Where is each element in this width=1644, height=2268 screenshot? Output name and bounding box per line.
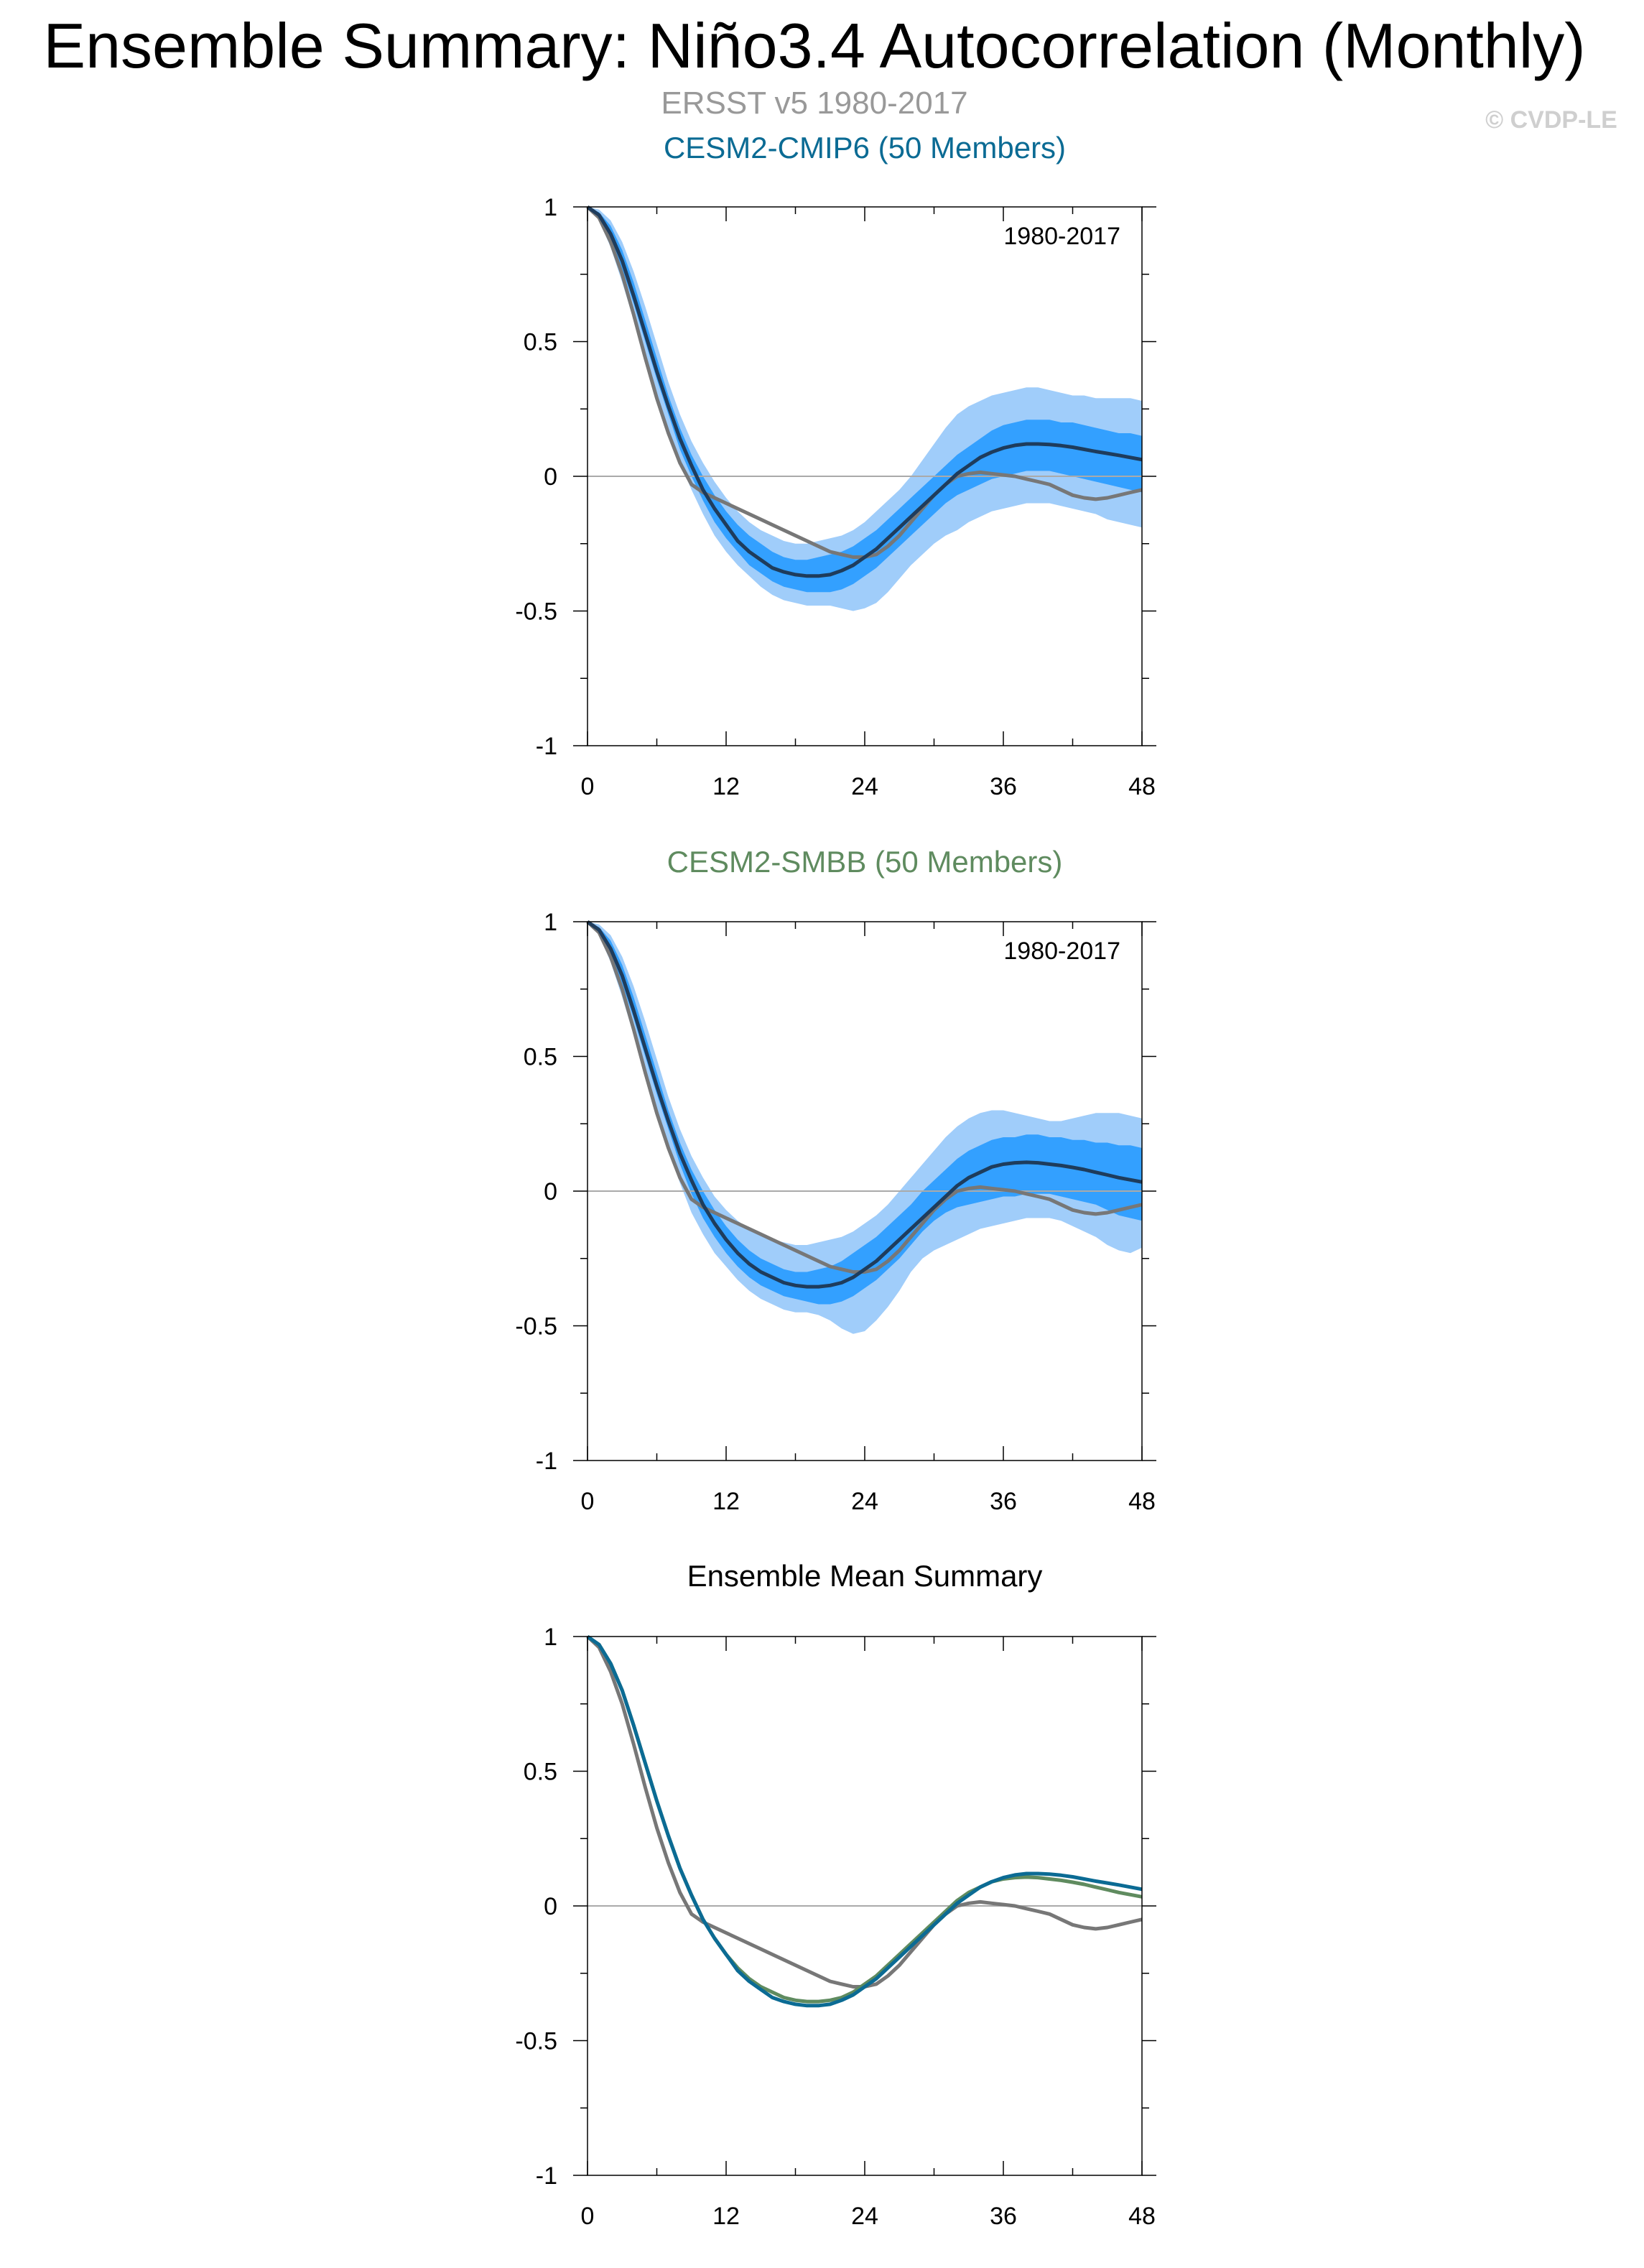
y-tick-label: 0: [544, 1178, 557, 1205]
x-tick-label: 48: [1128, 2203, 1156, 2230]
x-tick-label: 48: [1128, 773, 1156, 800]
y-tick-label: 0: [544, 463, 557, 491]
x-tick-label: 24: [851, 773, 878, 800]
y-tick-label: 0.5: [524, 1044, 557, 1071]
obs-subtitle: ERSST v5 1980-2017: [661, 85, 967, 121]
period-label: 1980-2017: [1003, 223, 1120, 250]
y-tick-label: -0.5: [515, 2028, 557, 2055]
chart-panel-2: CESM2-SMBB (50 Members) 0 12 24 36 48 1 0.5 0 -0.…: [515, 845, 1156, 1515]
y-tick-label: -1: [536, 733, 557, 760]
series-line-cesm2-smbb: [586, 1634, 1143, 2004]
period-label: 1980-2017: [1003, 938, 1120, 965]
series-line-cesm2-cmip6: [586, 1634, 1143, 2008]
x-tick-label: 36: [990, 1488, 1017, 1515]
series-line-ensemble-mean: [586, 920, 1143, 1289]
series-line-obs: [586, 920, 1143, 1274]
y-tick-label: -0.5: [515, 1313, 557, 1341]
spread-band-outer: [588, 207, 1142, 611]
x-tick-label: 36: [990, 2203, 1017, 2230]
x-tick-label: 12: [712, 1488, 740, 1515]
y-tick-label: -1: [536, 1448, 557, 1475]
x-tick-label: 12: [712, 773, 740, 800]
y-tick-label: 1: [544, 1624, 557, 1651]
chart-panel-1: CESM2-CMIP6 (50 Members) 0 12 24 36 48 1 0.5 0 -0…: [515, 131, 1156, 800]
panel-title: Ensemble Mean Summary: [687, 1559, 1043, 1593]
series-line-obs: [586, 1635, 1143, 1989]
x-tick-label: 36: [990, 773, 1017, 800]
panel-title: CESM2-CMIP6 (50 Members): [664, 131, 1066, 165]
x-tick-label: 0: [581, 2203, 595, 2230]
y-tick-label: -0.5: [515, 598, 557, 626]
series-line-ensemble-mean: [586, 205, 1143, 578]
x-tick-label: 24: [851, 2203, 878, 2230]
panels-group: CESM2-CMIP6 (50 Members) 0 12 24 36 48 1 0.5 0 -0…: [515, 131, 1156, 2230]
y-tick-label: 0.5: [524, 329, 557, 356]
copyright-label: © CVDP-LE: [1485, 106, 1617, 134]
x-tick-label: 0: [581, 1488, 595, 1515]
x-tick-label: 48: [1128, 1488, 1156, 1515]
x-tick-label: 0: [581, 773, 595, 800]
chart-panel-3: Ensemble Mean Summary 0 12 24 36 48 1 0.5 0 -0.5 -…: [515, 1559, 1156, 2230]
x-tick-label: 24: [851, 1488, 878, 1515]
y-tick-label: -1: [536, 2162, 557, 2190]
panel-title: CESM2-SMBB (50 Members): [667, 845, 1063, 879]
y-tick-label: 0: [544, 1893, 557, 1920]
x-tick-label: 12: [712, 2203, 740, 2230]
figure-title: Ensemble Summary: Niño3.4 Autocorrelatio…: [43, 10, 1585, 81]
y-tick-label: 1: [544, 194, 557, 221]
y-tick-label: 0.5: [524, 1759, 557, 1786]
y-tick-label: 1: [544, 909, 557, 936]
